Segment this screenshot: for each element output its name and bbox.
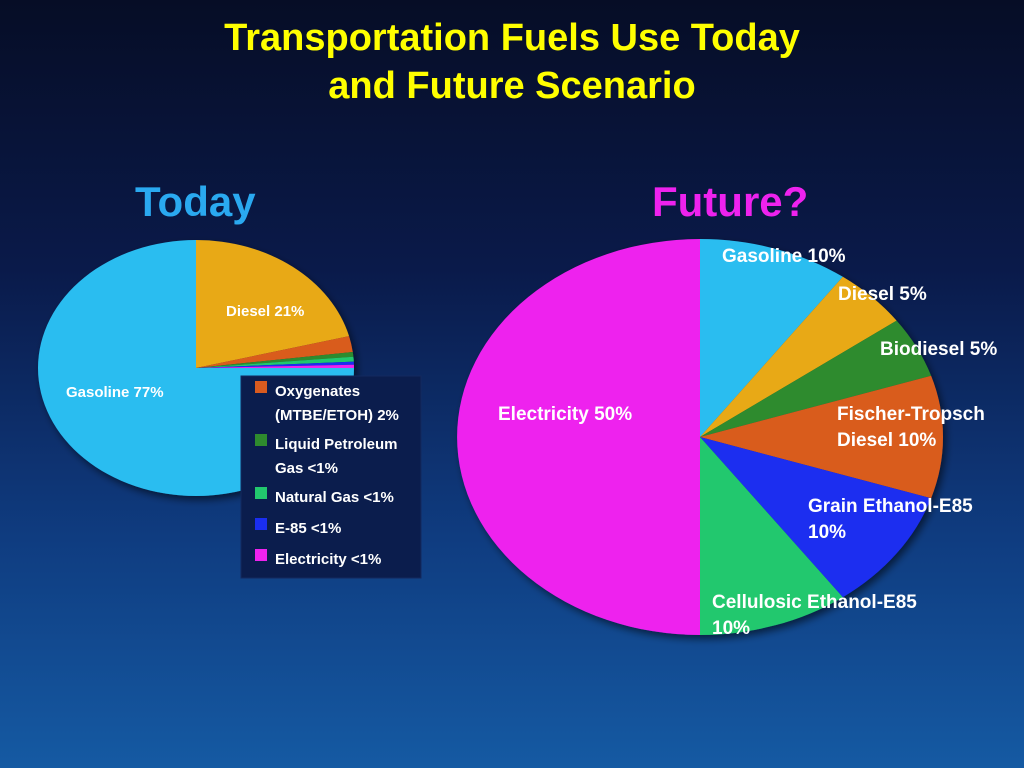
today-legend-swatch-3 [255,487,267,499]
future-slice-grain-ethanol-e85-10 [700,437,932,598]
today-legend: Oxygenates (MTBE/ETOH) 2% Liquid Petroleum… [240,375,422,579]
future-label-biodiesel-5-1: Biodiesel 5% [880,339,997,360]
today-legend-text-1-2: (MTBE/ETOH) 2% [275,407,399,424]
slide-title-line-2: and Future Scenario [328,65,696,107]
future-slice-biodiesel-5 [700,320,932,437]
future-label-grain-ethanol-e85-10-2: 10% [808,522,846,543]
future-slice-cellulosic-ethanol-e85-10 [700,437,843,635]
slide-title-line-1: Transportation Fuels Use Today [224,17,800,59]
today-label-diesel: Diesel 21% [226,303,304,320]
slide-title: Transportation Fuels Use Today and Futur… [0,14,1024,110]
today-slice-electricity-1 [196,364,354,368]
today-legend-text-1-1: Oxygenates [275,383,360,400]
future-label-fischer-tropsch-diesel-10-2: Diesel 10% [837,430,936,451]
future-slice-electricity-50 [457,239,700,635]
future-pie: Gasoline 10% Diesel 5% Biodiesel 5% Fischer… [457,239,997,639]
today-chart-title: Today [135,178,256,225]
today-legend-swatch-2 [255,434,267,446]
today-slice-oxygenates-mtbe-etoh-2 [196,336,353,368]
future-label-cellulosic-ethanol-e85-10-2: 10% [712,618,750,639]
today-legend-text-2-1: Liquid Petroleum [275,436,398,453]
future-label-electricity-50-1: Electricity 50% [498,404,632,425]
future-label-fischer-tropsch-diesel-10-1: Fischer-Tropsch [837,404,985,425]
today-legend-text-2-2: Gas <1% [275,460,338,477]
future-slice-fischer-tropsch-diesel-10 [700,375,944,499]
future-label-gasoline-10-1: Gasoline 10% [722,246,846,267]
today-slice-liquid-petroleum-gas-1 [196,351,354,368]
future-label-cellulosic-ethanol-e85-10-1: Cellulosic Ethanol-E85 [712,592,917,613]
today-slice-diesel-21 [196,240,350,368]
today-legend-text-3-1: Natural Gas <1% [275,489,394,506]
today-slice-natural-gas-1 [196,356,354,368]
today-legend-box [240,375,422,579]
future-slice-diesel-5 [700,276,897,437]
today-legend-text-5-1: Electricity <1% [275,551,381,568]
today-legend-swatch-4 [255,518,267,530]
today-legend-swatch-5 [255,549,267,561]
future-slice-gasoline-10 [700,239,843,437]
today-legend-swatch-1 [255,381,267,393]
today-slice-e-85-1 [196,361,354,368]
today-legend-text-4-1: E-85 <1% [275,520,341,537]
today-label-gasoline: Gasoline 77% [66,384,164,401]
future-label-grain-ethanol-e85-10-1: Grain Ethanol-E85 [808,496,973,517]
future-label-diesel-5-1: Diesel 5% [838,284,927,305]
future-chart-title: Future? [652,178,809,225]
